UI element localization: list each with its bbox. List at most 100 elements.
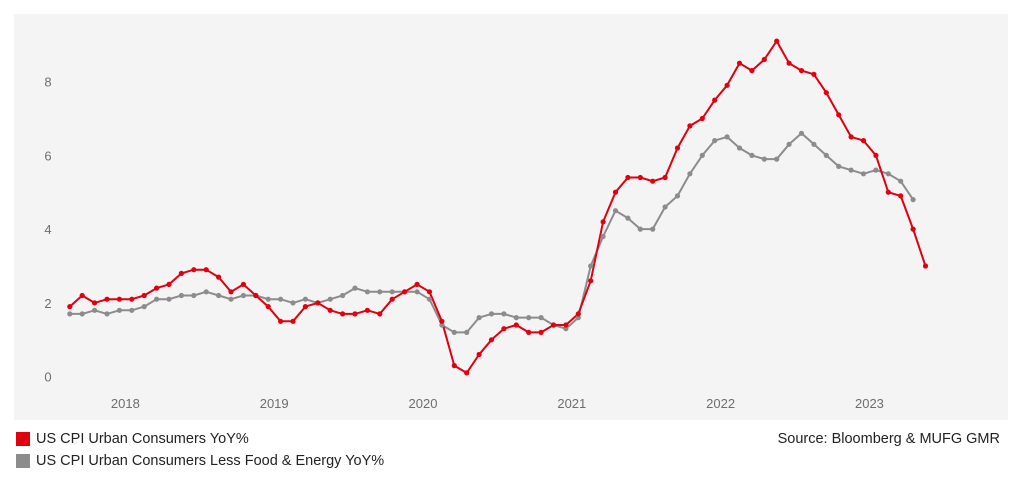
data-point-core-cpi <box>637 226 643 232</box>
data-point-cpi <box>402 289 408 295</box>
data-point-core-cpi <box>836 163 842 169</box>
data-point-core-cpi <box>178 292 184 299</box>
data-point-core-cpi <box>736 145 743 151</box>
data-point-cpi <box>798 68 805 74</box>
data-point-core-cpi <box>873 167 879 173</box>
data-point-core-cpi <box>575 315 581 321</box>
x-tick-label: 2023 <box>855 396 884 411</box>
data-point-cpi <box>389 296 395 302</box>
x-tick-label: 2019 <box>260 396 289 411</box>
data-point-core-cpi <box>290 300 296 306</box>
data-point-cpi <box>439 318 445 324</box>
data-point-cpi <box>141 292 147 299</box>
data-point-cpi <box>637 174 643 181</box>
data-point-core-cpi <box>116 307 122 313</box>
data-point-cpi <box>699 115 705 122</box>
data-point-cpi <box>203 267 209 273</box>
data-point-core-cpi <box>302 296 308 302</box>
data-point-cpi <box>92 300 98 306</box>
y-tick-label: 8 <box>44 75 51 90</box>
data-point-cpi <box>488 337 495 343</box>
data-point-cpi <box>240 281 246 287</box>
data-point-core-cpi <box>352 285 358 291</box>
data-point-cpi <box>253 292 259 299</box>
legend: US CPI Urban Consumers YoY% US CPI Urban… <box>16 428 384 472</box>
data-point-core-cpi <box>848 167 854 173</box>
data-point-core-cpi <box>526 315 532 321</box>
data-point-core-cpi <box>216 292 222 299</box>
data-point-core-cpi <box>538 315 544 321</box>
data-point-cpi <box>650 178 656 184</box>
data-point-cpi <box>724 82 730 88</box>
data-point-cpi <box>873 152 879 158</box>
data-point-cpi <box>600 219 606 225</box>
data-point-cpi <box>836 112 842 118</box>
data-point-cpi <box>526 329 532 335</box>
data-point-core-cpi <box>860 171 867 177</box>
data-point-core-cpi <box>811 141 817 147</box>
data-point-cpi <box>922 263 929 269</box>
data-point-cpi <box>848 134 854 140</box>
data-point-core-cpi <box>364 289 370 295</box>
data-point-core-cpi <box>761 156 767 162</box>
data-point-core-cpi <box>67 311 73 317</box>
data-point-cpi <box>278 318 284 324</box>
data-point-core-cpi <box>774 156 780 162</box>
data-point-cpi <box>451 363 457 369</box>
data-point-core-cpi <box>588 263 594 269</box>
data-point-cpi <box>811 71 817 77</box>
data-point-core-cpi <box>476 315 482 321</box>
data-point-cpi <box>265 304 271 310</box>
data-point-cpi <box>736 60 743 66</box>
data-point-cpi <box>79 292 85 299</box>
data-point-cpi <box>538 329 544 335</box>
data-point-cpi <box>104 296 110 302</box>
legend-label-core-cpi: US CPI Urban Consumers Less Food & Energ… <box>36 453 385 469</box>
data-point-core-cpi <box>228 296 234 302</box>
data-point-cpi <box>588 278 594 284</box>
y-tick-label: 4 <box>44 222 51 237</box>
data-point-cpi <box>774 38 780 44</box>
data-point-core-cpi <box>898 178 904 184</box>
data-point-cpi <box>860 138 867 144</box>
data-point-cpi <box>662 174 668 181</box>
data-point-core-cpi <box>885 171 891 177</box>
data-point-cpi <box>761 56 767 63</box>
data-point-core-cpi <box>513 315 519 321</box>
data-point-core-cpi <box>625 215 631 221</box>
data-point-core-cpi <box>439 322 445 328</box>
legend-item-core-cpi: US CPI Urban Consumers Less Food & Energ… <box>16 450 384 472</box>
y-tick-label: 0 <box>44 370 51 385</box>
data-point-core-cpi <box>240 292 246 299</box>
data-point-core-cpi <box>327 296 333 302</box>
data-point-cpi <box>464 370 470 376</box>
data-point-core-cpi <box>464 329 470 335</box>
data-point-cpi <box>340 311 346 317</box>
data-point-cpi <box>166 281 172 287</box>
data-point-core-cpi <box>203 289 209 295</box>
data-point-cpi <box>228 289 234 295</box>
data-point-cpi <box>290 318 296 324</box>
data-point-core-cpi <box>141 304 147 310</box>
x-tick-label: 2022 <box>706 396 735 411</box>
chart: 0 2 4 6 8 2018 2019 2020 2021 2022 2023 <box>14 14 1008 420</box>
source-note: Source: Bloomberg & MUFG GMR <box>777 431 1000 447</box>
data-point-cpi <box>352 311 358 317</box>
data-point-cpi <box>216 274 222 280</box>
data-point-cpi <box>749 68 755 74</box>
data-point-cpi <box>550 322 557 328</box>
x-tick-label: 2021 <box>557 396 586 411</box>
data-point-core-cpi <box>823 152 829 158</box>
data-point-cpi <box>513 322 519 328</box>
data-point-core-cpi <box>724 134 730 140</box>
data-point-core-cpi <box>166 296 172 302</box>
data-point-cpi <box>315 300 321 306</box>
data-point-core-cpi <box>414 289 420 295</box>
data-point-cpi <box>563 322 569 328</box>
data-point-cpi <box>501 326 507 332</box>
series-line-cpi <box>69 40 927 374</box>
data-point-core-cpi <box>389 289 395 295</box>
y-tick-label: 6 <box>44 148 51 163</box>
data-point-cpi <box>67 304 73 310</box>
plot-area <box>14 14 1008 420</box>
